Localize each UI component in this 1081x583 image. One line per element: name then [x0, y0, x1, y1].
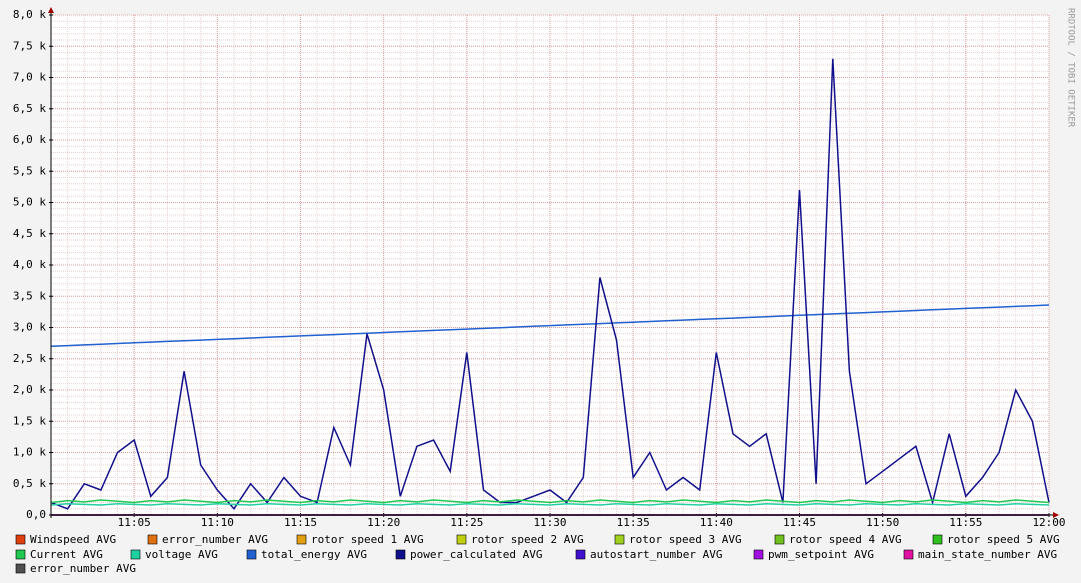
grid: [49, 14, 1050, 517]
y-tick-label: 8,0 k: [13, 8, 46, 21]
legend-swatch: [753, 549, 764, 560]
y-tick-label: 0,0: [26, 508, 46, 521]
y-tick-label: 4,0 k: [13, 258, 46, 271]
legend: Windspeed AVG error_number AVG rotor speed…: [15, 533, 1060, 575]
x-tick-label: 11:50: [866, 516, 899, 529]
legend-label: rotor speed 4 AVG: [789, 533, 902, 546]
y-tick-label: 7,0 k: [13, 71, 46, 84]
legend-label: main_state_number AVG: [918, 548, 1057, 561]
series-line: [50, 503, 1050, 506]
y-tick-label: 3,0 k: [13, 321, 46, 334]
legend-label: voltage AVG: [145, 548, 218, 561]
x-tick-label: 11:20: [367, 516, 400, 529]
y-tick-label: 1,0 k: [13, 446, 46, 459]
legend-label: rotor speed 5 AVG: [947, 533, 1060, 546]
x-axis-arrow: [1053, 512, 1059, 518]
watermark: RRDTOOL / TOBI OETIKER: [1066, 8, 1076, 128]
legend-swatch: [575, 549, 586, 560]
legend-label: autostart_number AVG: [590, 548, 722, 561]
x-tick-label: 11:45: [783, 516, 816, 529]
legend-swatch: [456, 534, 467, 545]
legend-label: rotor speed 1 AVG: [311, 533, 424, 546]
legend-label: Current AVG: [30, 548, 103, 561]
legend-label: rotor speed 2 AVG: [471, 533, 584, 546]
legend-label: error_number AVG: [162, 533, 268, 546]
legend-swatch: [130, 549, 141, 560]
legend-label: total_energy AVG: [261, 548, 367, 561]
y-tick-label: 1,5 k: [13, 414, 46, 427]
legend-swatch: [395, 549, 406, 560]
x-tick-label: 11:15: [284, 516, 317, 529]
y-tick-label: 6,0 k: [13, 133, 46, 146]
legend-label: Windspeed AVG: [30, 533, 116, 546]
y-tick-label: 0,5 k: [13, 477, 46, 490]
series-line: [50, 304, 1050, 348]
y-tick-label: 4,5 k: [13, 227, 46, 240]
y-tick-label: 3,5 k: [13, 289, 46, 302]
y-tick-label: 6,5 k: [13, 102, 46, 115]
legend-swatch: [774, 534, 785, 545]
legend-swatch: [15, 534, 26, 545]
y-tick-label: 2,0 k: [13, 383, 46, 396]
legend-label: error_number AVG: [30, 562, 136, 575]
y-tick-label: 7,5 k: [13, 39, 46, 52]
x-tick-label: 11:05: [118, 516, 151, 529]
x-tick-label: 11:55: [949, 516, 982, 529]
series-line: [50, 58, 1050, 511]
legend-label: pwm_setpoint AVG: [768, 548, 874, 561]
x-tick-label: 11:25: [450, 516, 483, 529]
legend-swatch: [15, 563, 26, 574]
legend-swatch: [246, 549, 257, 560]
x-tick-label: 11:10: [201, 516, 234, 529]
y-tick-label: 5,5 k: [13, 164, 46, 177]
series-line: [50, 499, 1050, 504]
legend-swatch: [15, 549, 26, 560]
x-tick-label: 11:40: [700, 516, 733, 529]
x-tick-label: 11:35: [617, 516, 650, 529]
legend-swatch: [147, 534, 158, 545]
x-tick-label: 12:00: [1032, 516, 1065, 529]
legend-label: rotor speed 3 AVG: [629, 533, 742, 546]
y-tick-label: 5,0 k: [13, 196, 46, 209]
x-tick-label: 11:30: [533, 516, 566, 529]
y-axis-arrow: [48, 7, 54, 13]
y-tick-label: 2,5 k: [13, 352, 46, 365]
legend-swatch: [614, 534, 625, 545]
legend-label: power_calculated AVG: [410, 548, 542, 561]
legend-swatch: [903, 549, 914, 560]
legend-swatch: [296, 534, 307, 545]
legend-swatch: [932, 534, 943, 545]
